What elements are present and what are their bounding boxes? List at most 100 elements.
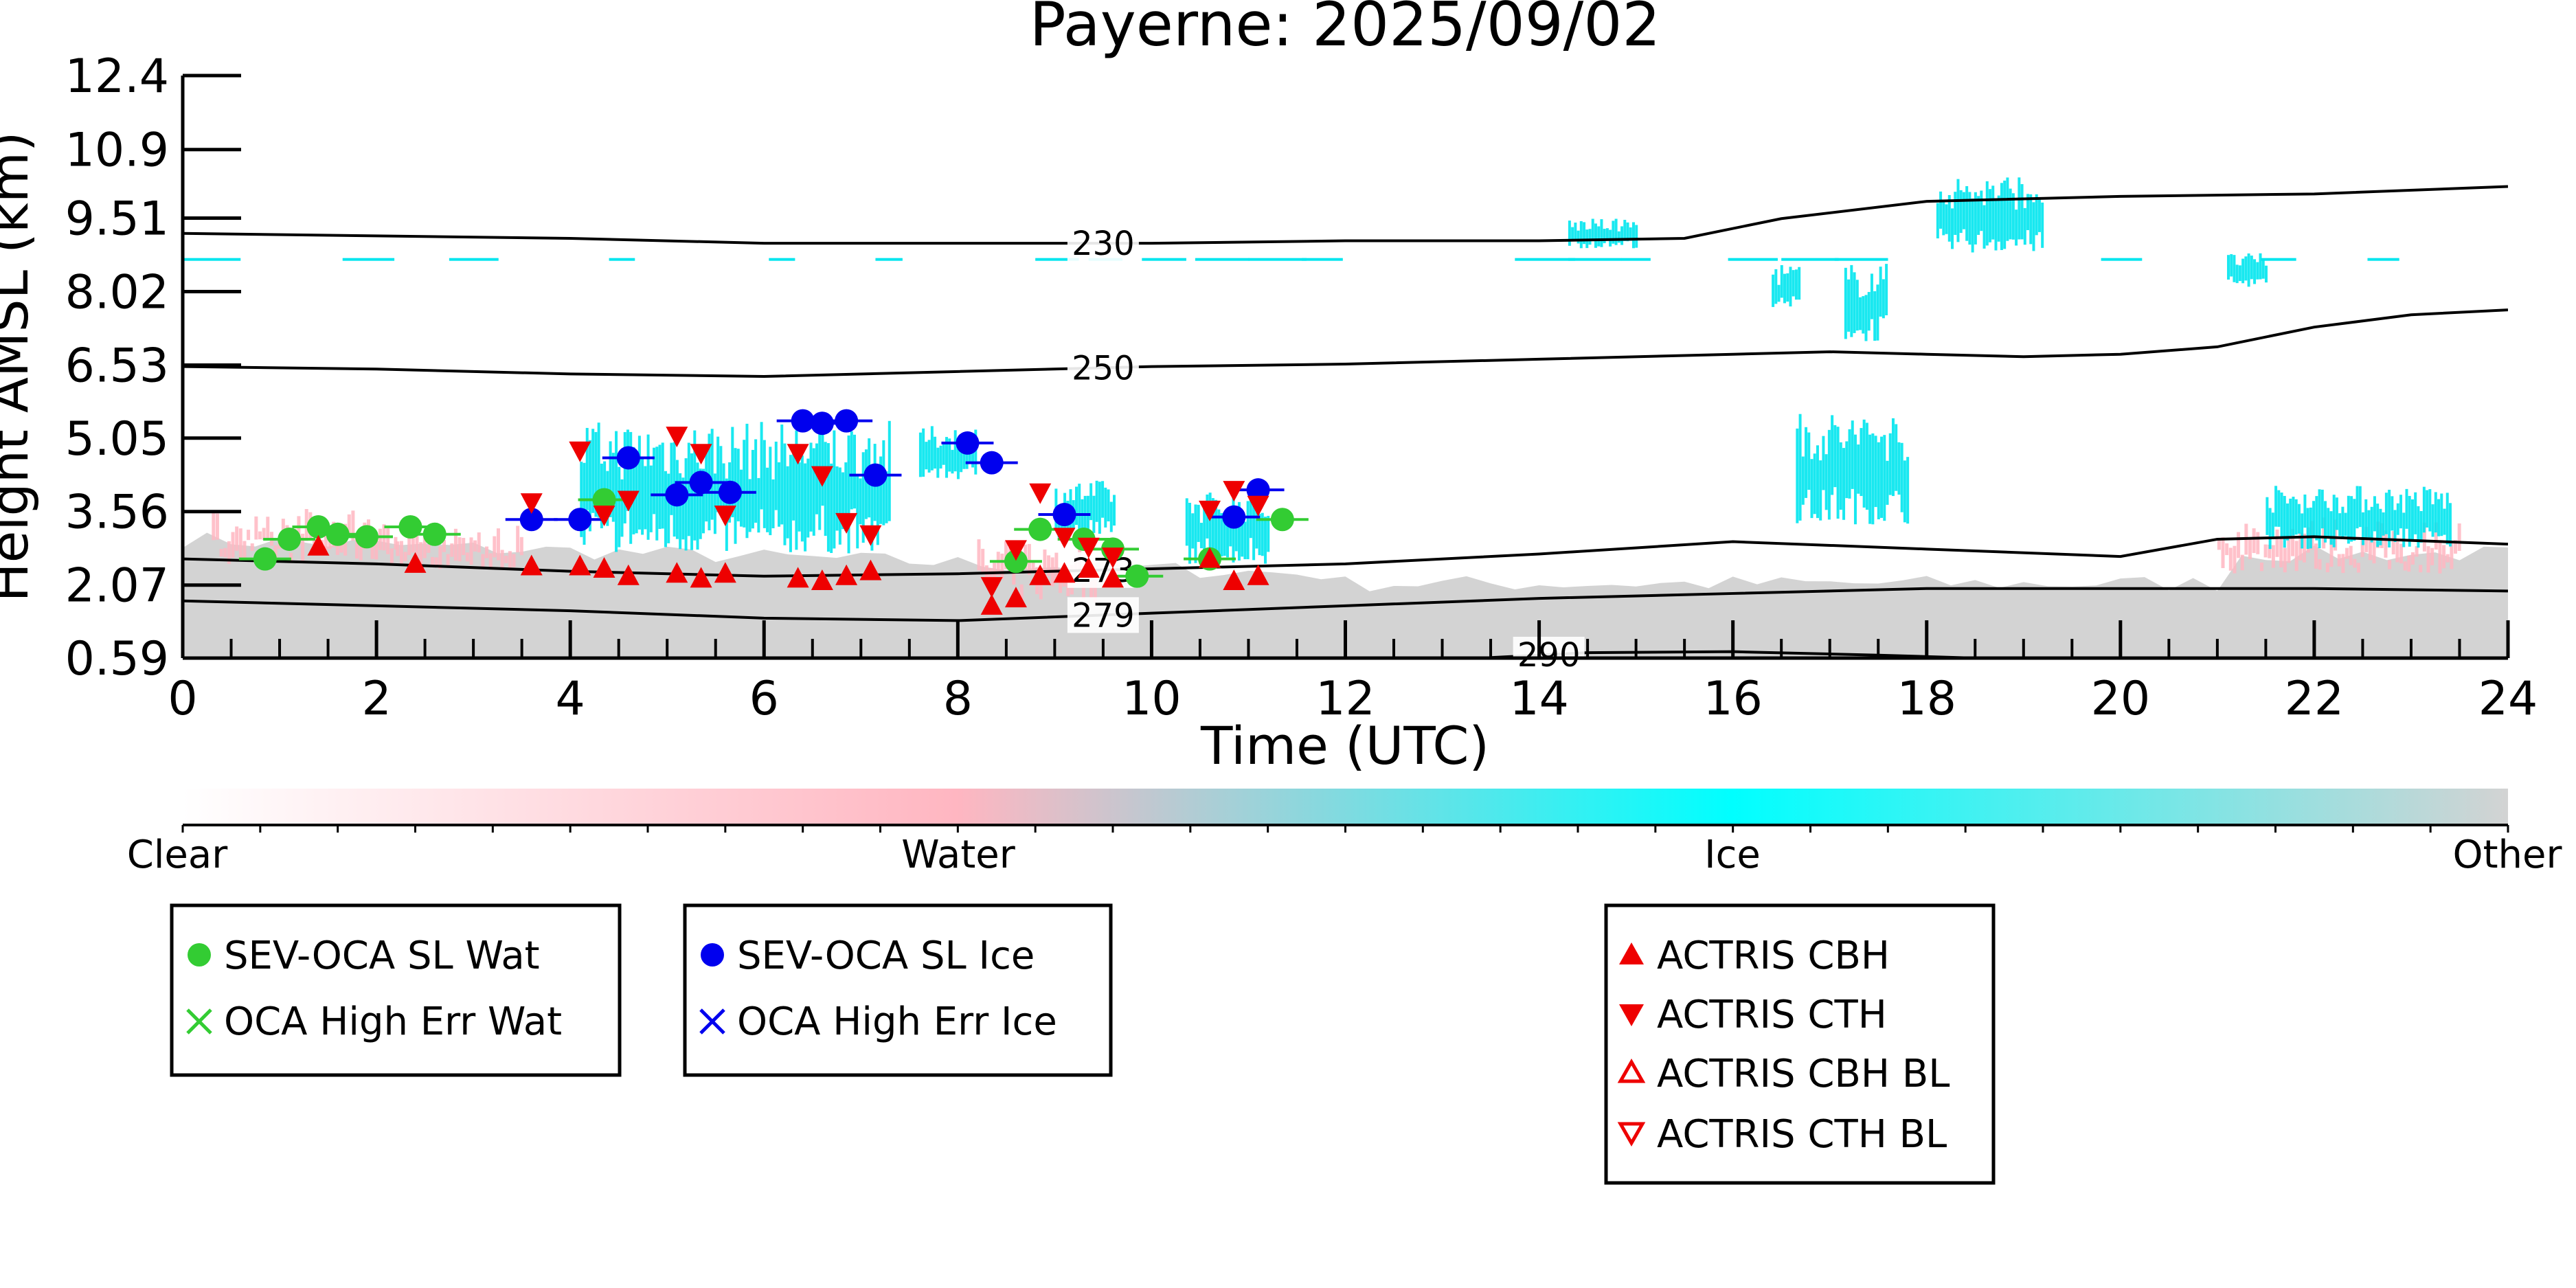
ice-echo (690, 453, 694, 550)
ice-echo (974, 429, 978, 475)
ice-echo (2358, 486, 2362, 528)
ice-echo (1098, 482, 1101, 534)
water-echo (465, 552, 469, 562)
ice-echo (1113, 495, 1116, 526)
water-echo (2356, 563, 2360, 573)
ice-echo (1888, 433, 1892, 495)
ice-echo (1786, 273, 1789, 302)
ice-echo (2041, 202, 2044, 248)
x-tick-label: 12 (1315, 672, 1375, 726)
ice-echo (2405, 488, 2408, 529)
ice-echo (838, 467, 841, 545)
ice-echo (658, 444, 662, 530)
water-echo (297, 516, 301, 546)
ice-echo (2253, 259, 2257, 284)
water-echo (485, 546, 489, 558)
y-tick-label: 2.07 (65, 559, 169, 613)
ice-echo (2320, 489, 2324, 529)
ice-echo (783, 443, 787, 545)
ice-echo (2426, 490, 2429, 528)
ice-echo (850, 431, 853, 510)
ice-echo (2402, 512, 2406, 547)
ice-echo (594, 431, 598, 517)
point-sev-oca-sl-wat (422, 522, 447, 546)
ice-echo (2247, 253, 2250, 287)
ice-echo (962, 447, 966, 469)
ice-echo (1906, 457, 1910, 524)
legend-label-sev-oca-wat: SEV-OCA SL Wat (224, 934, 540, 978)
ice-echo (1867, 292, 1871, 331)
water-echo (2395, 541, 2399, 563)
ice-echo (2367, 510, 2371, 541)
water-echo (2322, 517, 2326, 549)
ice-echo (2230, 254, 2233, 277)
water-echo (386, 528, 390, 554)
ice-echo (1971, 198, 1974, 253)
ice-echo (2271, 512, 2274, 539)
ice-echo (1211, 498, 1214, 554)
ice-echo (885, 471, 888, 523)
water-echo (2391, 531, 2395, 555)
ice-echo (751, 449, 754, 529)
ice-echo (1862, 296, 1865, 334)
water-echo (2233, 545, 2237, 574)
ice-echo (2422, 486, 2426, 533)
water-echo (1081, 583, 1085, 599)
ice-echo (948, 438, 951, 472)
water-echo (1031, 561, 1035, 574)
colorbar-label-clear: Clear (127, 833, 228, 877)
contour-label-bg (1067, 597, 1139, 633)
ice-echo (1871, 433, 1875, 525)
ice-echo (1868, 434, 1872, 524)
ice-echo (1261, 512, 1264, 556)
ice-echo (2419, 510, 2423, 543)
ice-echo (2428, 489, 2432, 532)
ice-echo (2434, 492, 2437, 533)
water-echo (419, 542, 423, 569)
ice-echo (646, 434, 650, 540)
ice-echo (2410, 499, 2414, 541)
water-echo (235, 526, 239, 551)
water-echo (2279, 537, 2283, 567)
water-echo (339, 540, 343, 553)
legend-marker-sev-oca-wat (188, 943, 211, 967)
water-echo (519, 536, 523, 556)
ice-echo (2003, 180, 2007, 249)
water-echo (2256, 532, 2260, 554)
water-echo (273, 545, 278, 558)
ice-echo (1968, 192, 1971, 245)
ice-echo (2286, 503, 2290, 541)
point-sev-oca-sl-ice (718, 480, 742, 504)
ice-echo (771, 479, 775, 529)
ice-echo (1774, 269, 1778, 304)
water-echo (2294, 541, 2298, 572)
water-echo (2368, 535, 2372, 561)
ice-echo (918, 432, 922, 477)
point-sev-oca-sl-wat (398, 515, 422, 539)
water-echo (2217, 538, 2221, 550)
ice-echo (835, 466, 839, 531)
water-echo (258, 531, 262, 540)
ice-echo (780, 425, 784, 525)
ice-echo (2327, 508, 2330, 539)
ice-echo (1794, 269, 1798, 300)
water-echo (1027, 543, 1031, 575)
ice-echo (936, 447, 940, 478)
ice-echo (2341, 506, 2345, 539)
point-sev-oca-sl-wat (278, 527, 302, 551)
ice-echo (620, 479, 624, 537)
ice-echo-thin (769, 258, 795, 261)
ice-echo (1959, 190, 1963, 234)
water-echo (2407, 555, 2411, 572)
ice-echo (769, 447, 772, 536)
colorbar-label-ice: Ice (1704, 833, 1761, 877)
water-echo (2259, 562, 2263, 572)
ice-echo (2379, 508, 2382, 545)
y-tick-label: 0.59 (65, 632, 169, 686)
ice-echo (1078, 484, 1081, 536)
ice-echo (800, 455, 804, 542)
water-echo (504, 555, 508, 563)
ice-echo (1089, 483, 1093, 521)
ice-echo (1635, 225, 1638, 248)
